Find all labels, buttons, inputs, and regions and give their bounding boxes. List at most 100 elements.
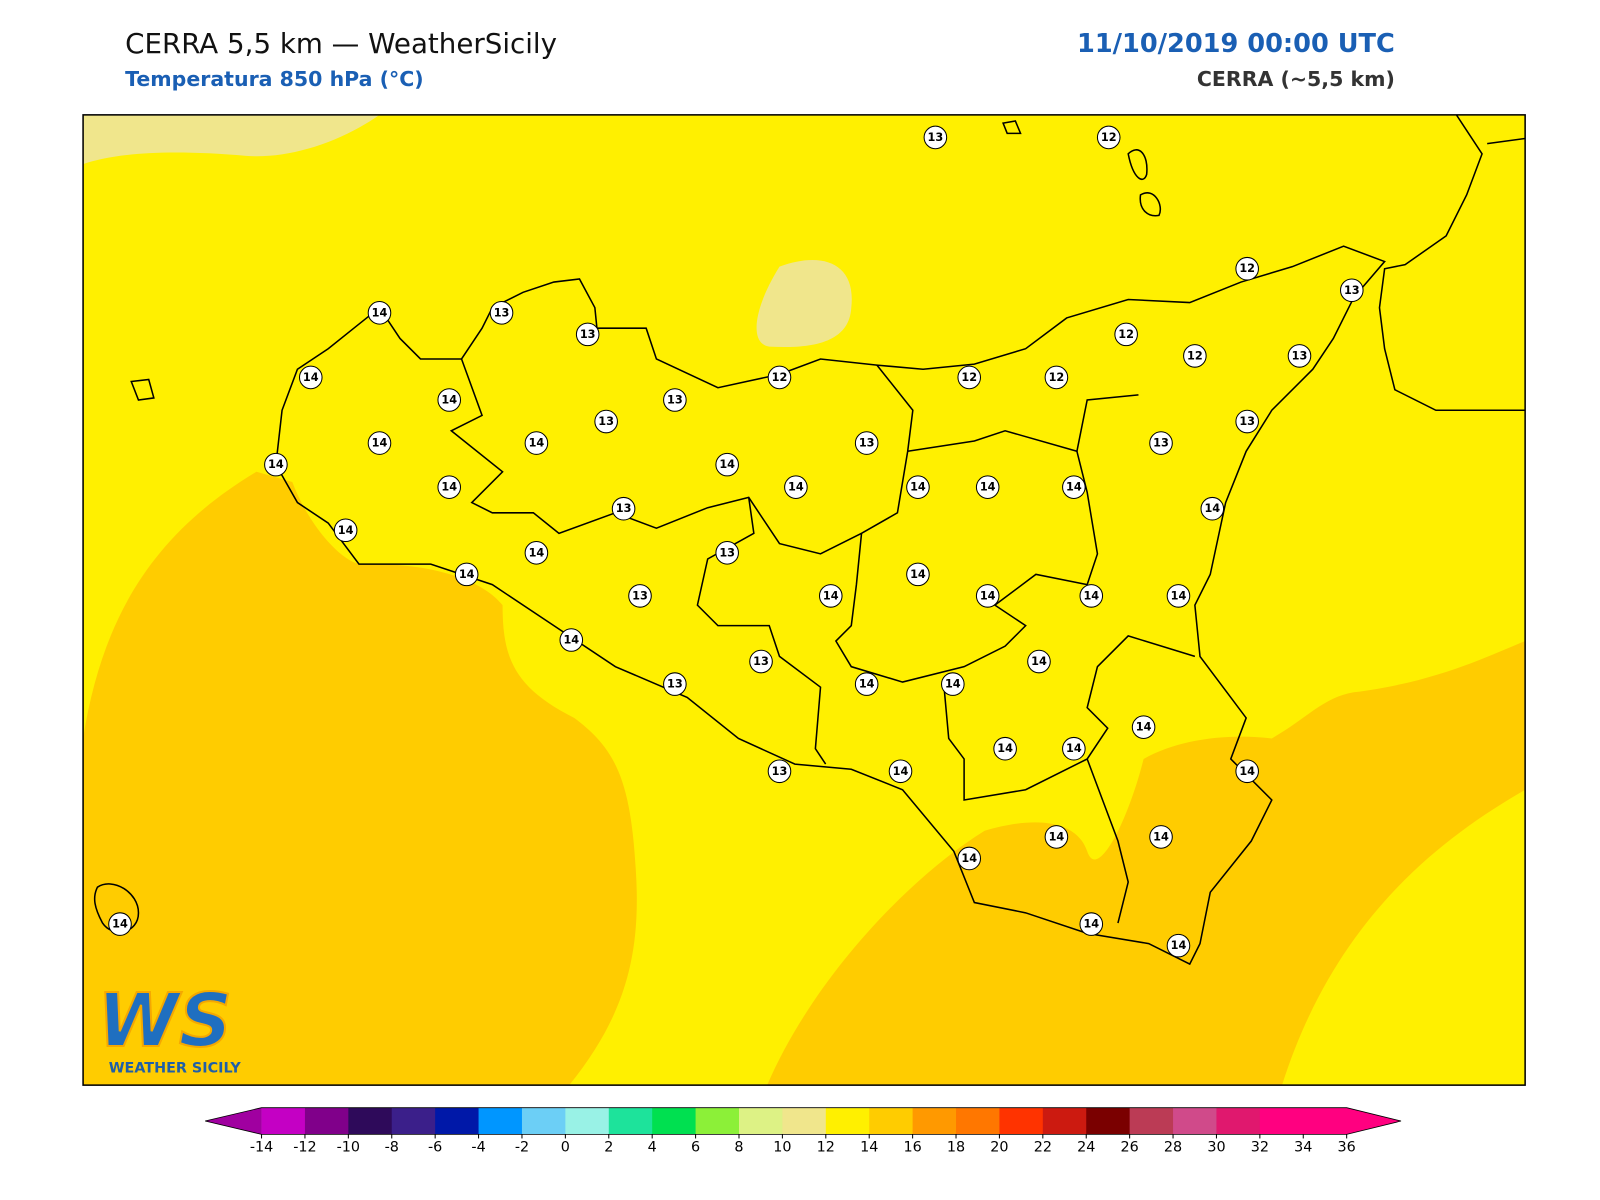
station-value: 14 (441, 394, 457, 407)
colorbar-tick-label: -12 (293, 1140, 316, 1156)
colorbar-bin (825, 1107, 870, 1135)
colorbar-bin (1129, 1107, 1174, 1135)
station-value: 14 (529, 546, 545, 559)
colorbar-tick-label: -2 (515, 1140, 529, 1156)
field-12 (756, 259, 852, 348)
colorbar-tick-label: 36 (1338, 1140, 1356, 1156)
colorbar-tick-label: -4 (471, 1140, 485, 1156)
station-marker (1096, 125, 1121, 150)
colorbar-bin (348, 1107, 393, 1135)
station-marker (264, 452, 288, 477)
station-value: 14 (1153, 830, 1169, 843)
colorbar-tick-label: 26 (1121, 1140, 1139, 1156)
model-label: CERRA (~5,5 km) (1197, 67, 1395, 91)
colorbar-under (205, 1107, 262, 1135)
station-marker (975, 584, 1000, 608)
station-value: 13 (1153, 437, 1169, 450)
station-marker (1149, 431, 1173, 455)
station-value: 14 (1204, 502, 1220, 515)
colorbar-bin (521, 1107, 566, 1135)
station-value: 13 (772, 765, 788, 778)
station-marker (888, 759, 913, 784)
station-marker (333, 518, 358, 543)
colorbar-tick-label: 14 (860, 1140, 878, 1156)
colorbar-tick-label: 20 (990, 1140, 1008, 1156)
station-marker (749, 649, 773, 674)
colorbar-bin (608, 1107, 653, 1135)
station-marker (594, 409, 618, 434)
station-value: 13 (580, 328, 596, 341)
colorbar-bin (782, 1107, 827, 1135)
subtitle: Temperatura 850 hPa (°C) (125, 67, 424, 91)
station-value: 14 (1083, 918, 1099, 931)
field-12 (83, 114, 380, 165)
station-marker (298, 365, 323, 390)
station-value: 13 (859, 437, 875, 450)
colorbar-bin (304, 1107, 349, 1135)
station-value: 14 (1136, 721, 1152, 734)
station-value: 13 (719, 546, 735, 559)
station-value: 14 (303, 371, 319, 384)
station-value: 14 (893, 765, 909, 778)
station-value: 13 (616, 502, 632, 515)
station-marker (906, 562, 930, 587)
field-16 (767, 641, 1526, 1086)
colorbar-over (1346, 1107, 1402, 1135)
station-marker (854, 431, 879, 455)
station-marker (784, 475, 808, 499)
station-marker (1062, 475, 1086, 499)
colorbar-bin (999, 1107, 1044, 1135)
station-marker (1235, 759, 1259, 784)
logo-letters: WS (97, 978, 232, 1064)
station-marker (1131, 715, 1156, 739)
station-value: 14 (859, 678, 875, 691)
station-marker (575, 322, 600, 347)
station-marker (454, 562, 479, 587)
station-value: 14 (997, 742, 1013, 755)
colorbar-bin (1259, 1107, 1304, 1135)
station-value: 13 (1344, 284, 1360, 297)
station-value: 14 (1239, 765, 1255, 778)
colorbar-bin (1173, 1107, 1217, 1135)
station-value: 14 (372, 306, 388, 319)
colorbar-bin (261, 1107, 306, 1135)
colorbar-bin (391, 1107, 436, 1135)
colorbar-tick-label: 22 (1034, 1140, 1052, 1156)
colorbar-bin (738, 1107, 783, 1135)
station-marker (1079, 584, 1104, 608)
logo-name: WEATHER SICILY (109, 1061, 242, 1077)
station-value: 14 (529, 437, 545, 450)
station-marker (611, 496, 636, 521)
station-marker (437, 388, 462, 412)
station-value: 13 (632, 589, 648, 602)
station-value: 12 (1101, 131, 1117, 144)
station-marker (975, 475, 1000, 499)
colorbar-tick-label: 18 (947, 1140, 965, 1156)
colorbar-bin (478, 1107, 523, 1135)
station-marker (957, 365, 982, 390)
colorbar-bin (565, 1107, 610, 1135)
station-marker (367, 431, 392, 455)
station-value: 14 (1171, 939, 1187, 952)
station-marker (367, 301, 392, 325)
field-16 (83, 471, 637, 1086)
station-marker (524, 541, 549, 565)
station-marker (993, 736, 1017, 761)
colorbar-tick-label: 6 (691, 1140, 700, 1156)
valid-time: 11/10/2019 00:00 UTC (1077, 29, 1395, 59)
station-value: 13 (1239, 415, 1255, 428)
colorbar-bin (869, 1107, 914, 1135)
station-value: 14 (1031, 655, 1047, 668)
station-marker (1339, 278, 1364, 303)
station-marker (1183, 344, 1207, 368)
station-value: 14 (823, 589, 839, 602)
logo: WS WEATHER SICILY (96, 977, 242, 1077)
station-value: 14 (910, 481, 926, 494)
station-value: 14 (112, 918, 128, 931)
colorbar-bin (956, 1107, 1000, 1135)
colorbar-tick-label: 0 (561, 1140, 570, 1156)
colorbar-bin (435, 1107, 480, 1135)
colorbar-tick-label: 16 (903, 1140, 921, 1156)
coastline (93, 114, 1526, 966)
